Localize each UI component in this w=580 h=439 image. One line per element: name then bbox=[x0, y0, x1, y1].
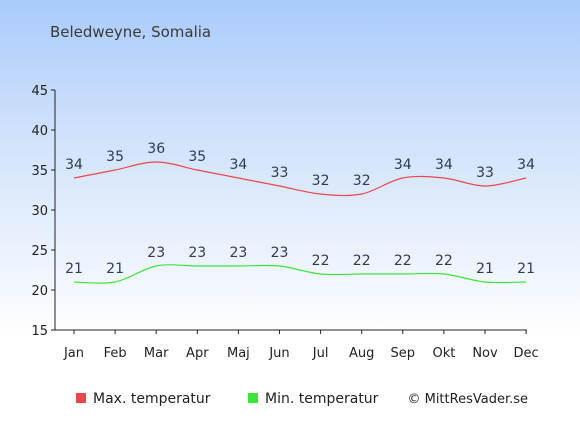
data-label: 21 bbox=[517, 261, 535, 277]
x-tick-label: Apr bbox=[186, 346, 209, 361]
legend-label-min: Min. temperatur bbox=[265, 391, 379, 407]
data-label: 22 bbox=[435, 253, 453, 269]
data-label: 23 bbox=[147, 245, 165, 261]
x-tick-label: Okt bbox=[432, 346, 455, 361]
data-label: 32 bbox=[353, 173, 371, 189]
y-tick-label: 40 bbox=[31, 124, 48, 139]
x-tick-label: Jul bbox=[312, 346, 329, 361]
data-label: 34 bbox=[394, 157, 412, 173]
x-tick-label: Feb bbox=[104, 346, 127, 361]
x-tick-label: Mar bbox=[144, 346, 169, 361]
data-label: 35 bbox=[106, 149, 124, 165]
data-label: 23 bbox=[271, 245, 289, 261]
y-tick-label: 45 bbox=[31, 84, 48, 99]
data-label: 23 bbox=[229, 245, 247, 261]
data-label: 36 bbox=[147, 141, 165, 157]
y-tick-label: 30 bbox=[31, 204, 48, 219]
x-tick-label: Nov bbox=[472, 346, 498, 361]
y-tick-label: 15 bbox=[31, 324, 48, 339]
x-tick-label: Aug bbox=[349, 346, 374, 361]
x-tick-label: Dec bbox=[514, 346, 539, 361]
data-label: 33 bbox=[271, 165, 289, 181]
legend-swatch-max bbox=[76, 393, 86, 403]
chart-title: Beledweyne, Somalia bbox=[50, 23, 211, 41]
data-label: 34 bbox=[65, 157, 83, 173]
y-tick-label: 25 bbox=[31, 244, 48, 259]
series-line-max bbox=[73, 161, 527, 197]
data-label: 22 bbox=[353, 253, 371, 269]
x-tick-label: Jan bbox=[63, 346, 84, 361]
data-label: 34 bbox=[435, 157, 453, 173]
axes: 15 20 25 30 35 40 45 Jan Feb Mar Apr Maj Jun Jul Aug Se… bbox=[31, 84, 538, 361]
series-line-min bbox=[73, 264, 527, 284]
legend-label-max: Max. temperatur bbox=[93, 391, 211, 407]
y-tick-label: 20 bbox=[31, 284, 48, 299]
data-label: 35 bbox=[188, 149, 206, 165]
data-label: 33 bbox=[476, 165, 494, 181]
data-label: 23 bbox=[188, 245, 206, 261]
data-label: 22 bbox=[312, 253, 330, 269]
data-label: 32 bbox=[312, 173, 330, 189]
x-tick-label: Sep bbox=[391, 346, 416, 361]
legend-swatch-min bbox=[248, 393, 258, 403]
data-label: 34 bbox=[229, 157, 247, 173]
copyright-text: © MittResVader.se bbox=[407, 392, 528, 407]
data-label: 22 bbox=[394, 253, 412, 269]
x-tick-label: Jun bbox=[268, 346, 289, 361]
data-label: 21 bbox=[65, 261, 83, 277]
data-label: 34 bbox=[517, 157, 535, 173]
data-label: 21 bbox=[476, 261, 494, 277]
data-label: 21 bbox=[106, 261, 124, 277]
legend: Max. temperatur Min. temperatur bbox=[76, 391, 379, 407]
series-layer: 34 35 36 35 34 33 32 32 34 34 33 34 21 21 23 23 23 23 22 22… bbox=[65, 141, 535, 284]
y-tick-label: 35 bbox=[31, 164, 48, 179]
x-tick-label: Maj bbox=[227, 346, 250, 361]
